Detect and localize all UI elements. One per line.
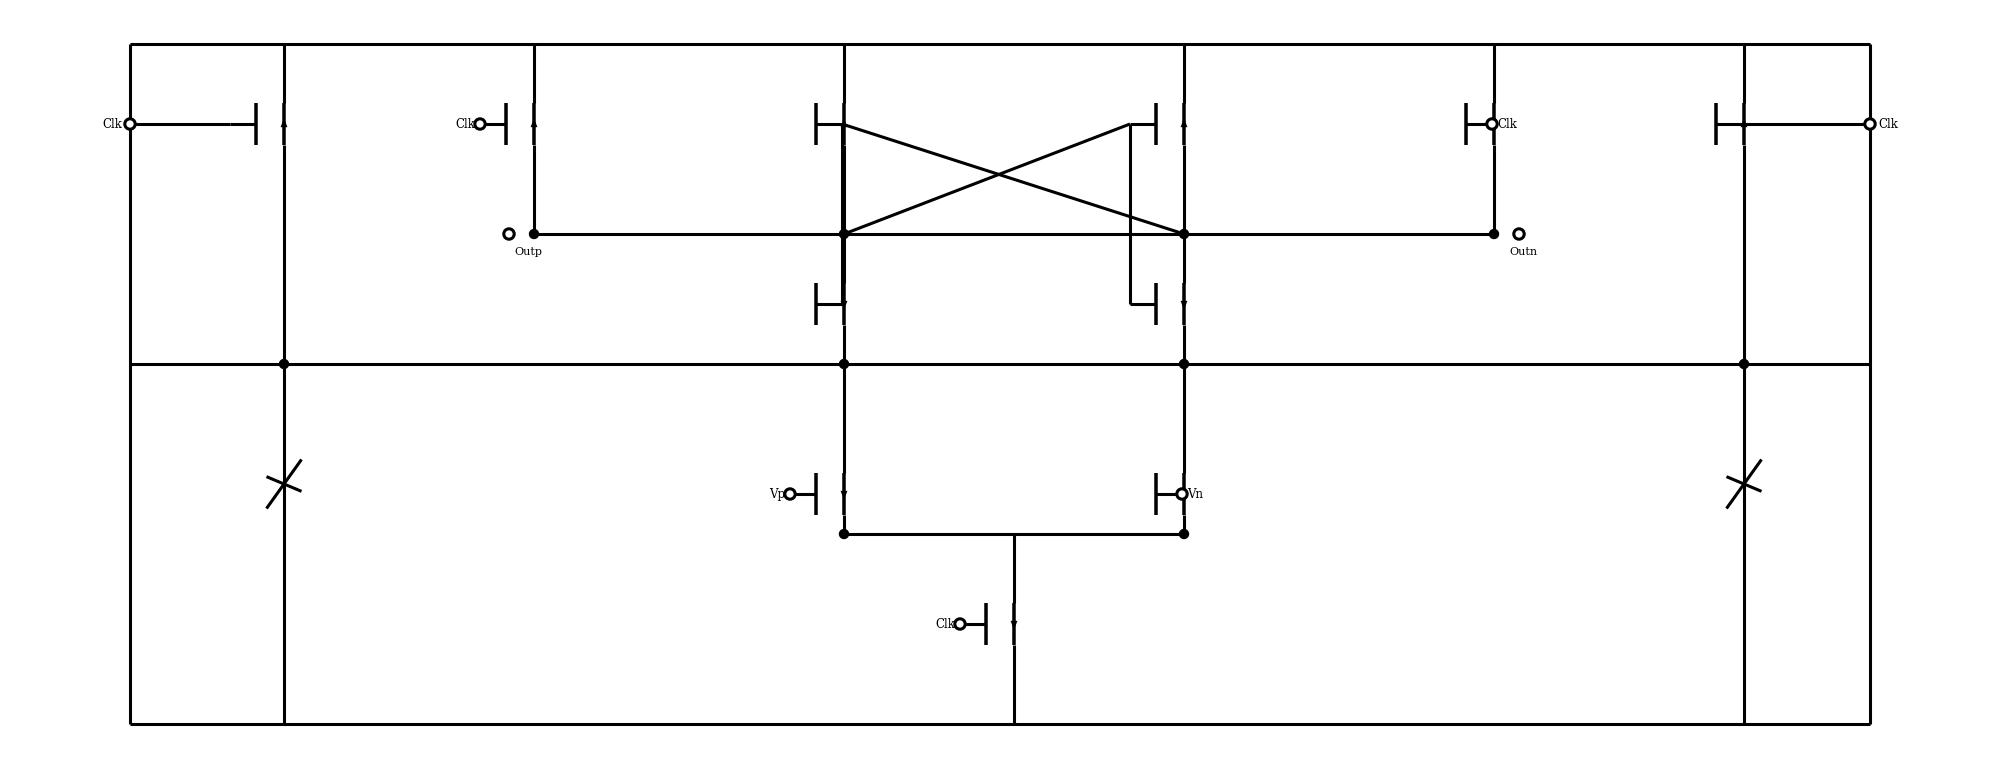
Circle shape (954, 619, 966, 630)
Circle shape (840, 229, 848, 238)
Polygon shape (530, 118, 538, 127)
Polygon shape (840, 490, 848, 500)
Circle shape (1514, 228, 1524, 239)
Polygon shape (1740, 118, 1748, 127)
Polygon shape (1180, 301, 1188, 310)
Circle shape (1180, 360, 1188, 368)
Circle shape (840, 529, 848, 539)
Polygon shape (1490, 118, 1498, 127)
Circle shape (1180, 529, 1188, 539)
Circle shape (1864, 118, 1876, 129)
Circle shape (124, 118, 136, 129)
Circle shape (530, 229, 538, 238)
Circle shape (280, 360, 288, 368)
Circle shape (1176, 489, 1188, 499)
Text: Clk: Clk (456, 118, 476, 131)
Circle shape (840, 360, 848, 368)
Circle shape (1490, 229, 1498, 238)
Text: Outn: Outn (1510, 247, 1538, 257)
Circle shape (1740, 360, 1748, 368)
Polygon shape (280, 118, 288, 127)
Text: Vn: Vn (1188, 487, 1204, 500)
Text: Clk: Clk (1496, 118, 1516, 131)
Polygon shape (1180, 118, 1188, 127)
Text: Clk: Clk (102, 118, 122, 131)
Text: Vp: Vp (768, 487, 786, 500)
Circle shape (1180, 229, 1188, 238)
Text: Outp: Outp (514, 247, 542, 257)
Polygon shape (1010, 621, 1018, 630)
Text: Clk: Clk (1878, 118, 1898, 131)
Text: Clk: Clk (936, 617, 956, 630)
Polygon shape (1180, 490, 1188, 500)
Circle shape (474, 118, 486, 129)
Polygon shape (840, 118, 848, 127)
Circle shape (1486, 118, 1498, 129)
Circle shape (504, 228, 514, 239)
Circle shape (784, 489, 796, 499)
Polygon shape (840, 301, 848, 310)
